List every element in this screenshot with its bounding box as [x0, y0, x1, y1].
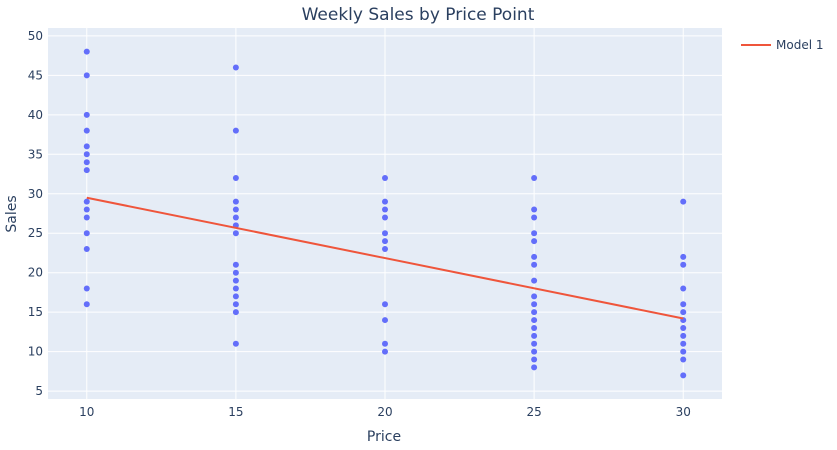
data-point [680, 340, 687, 347]
x-tick-label: 20 [377, 405, 392, 419]
data-point [232, 269, 239, 276]
x-axis-title: Price [367, 429, 401, 445]
chart-title: Weekly Sales by Price Point [302, 5, 535, 25]
data-point [83, 167, 90, 174]
y-tick-labels: 5 10 15 20 25 30 35 40 45 50 [28, 29, 43, 398]
data-point [382, 214, 388, 221]
data-point [680, 261, 687, 268]
data-point [83, 285, 90, 292]
data-point [232, 293, 239, 300]
data-point [232, 174, 239, 181]
data-point [531, 317, 538, 324]
data-point [232, 214, 239, 221]
data-point [382, 246, 388, 253]
data-point [531, 364, 538, 371]
data-point [680, 198, 687, 205]
data-point [232, 127, 239, 134]
data-point [382, 340, 388, 347]
y-tick-label: 10 [28, 345, 43, 359]
data-point [83, 143, 90, 150]
data-point [531, 253, 538, 260]
data-point [531, 348, 538, 355]
data-point [232, 198, 239, 205]
data-point [531, 324, 538, 331]
data-point [680, 348, 687, 355]
y-tick-label: 35 [28, 147, 43, 161]
y-tick-label: 5 [35, 384, 43, 398]
data-point [531, 261, 538, 268]
data-point [531, 293, 538, 300]
data-point [680, 372, 687, 379]
data-point [83, 230, 90, 237]
data-point [232, 64, 239, 71]
data-point [680, 356, 687, 363]
legend-label: Model 1 [776, 38, 823, 52]
x-tick-label: 30 [676, 405, 691, 419]
model-lines [86, 196, 684, 320]
x-tick-label: 10 [79, 405, 94, 419]
data-point [83, 301, 90, 308]
data-point [232, 277, 239, 284]
x-tick-labels: 10 15 20 25 30 [79, 405, 691, 419]
data-point [531, 230, 538, 237]
data-point [531, 206, 538, 213]
data-point [83, 159, 90, 166]
data-point [232, 340, 239, 347]
data-point [83, 72, 90, 79]
data-point [232, 230, 239, 237]
data-point [83, 214, 90, 221]
data-point [83, 198, 90, 205]
data-point [83, 48, 90, 55]
data-point [680, 301, 687, 308]
y-tick-label: 15 [28, 305, 43, 319]
data-point [680, 285, 687, 292]
data-point [382, 230, 388, 237]
x-tick-label: 25 [526, 405, 541, 419]
data-point [83, 111, 90, 118]
y-tick-label: 20 [28, 266, 43, 280]
data-point [382, 206, 388, 213]
data-point [232, 206, 239, 213]
data-point [531, 309, 538, 316]
y-axis-title: Sales [4, 195, 20, 232]
data-point [680, 253, 687, 260]
y-tick-label: 50 [28, 29, 43, 43]
data-point [382, 301, 388, 308]
data-point [531, 301, 538, 308]
data-point [232, 301, 239, 308]
data-point [382, 198, 388, 205]
data-point [680, 324, 687, 331]
y-tick-label: 25 [28, 226, 43, 240]
legend: Model 1 [741, 38, 823, 52]
data-point [680, 332, 687, 339]
model-line [86, 196, 684, 320]
data-point [531, 214, 538, 221]
y-tick-label: 30 [28, 187, 43, 201]
data-point [83, 206, 90, 213]
data-point [531, 332, 538, 339]
data-point [382, 174, 388, 181]
data-point [232, 309, 239, 316]
data-point [232, 285, 239, 292]
data-point [531, 340, 538, 347]
data-point [382, 348, 388, 355]
gridlines [48, 28, 722, 399]
data-point [232, 261, 239, 268]
data-point [531, 277, 538, 284]
data-point [531, 356, 538, 363]
y-tick-label: 40 [28, 108, 43, 122]
data-point [83, 127, 90, 134]
data-point [531, 174, 538, 181]
data-point [83, 246, 90, 253]
data-point [382, 317, 388, 324]
y-tick-label: 45 [28, 68, 43, 82]
x-tick-label: 15 [228, 405, 243, 419]
data-point [680, 309, 687, 316]
data-point [83, 151, 90, 158]
data-point [382, 238, 388, 245]
data-points [83, 48, 687, 379]
data-point [531, 238, 538, 245]
